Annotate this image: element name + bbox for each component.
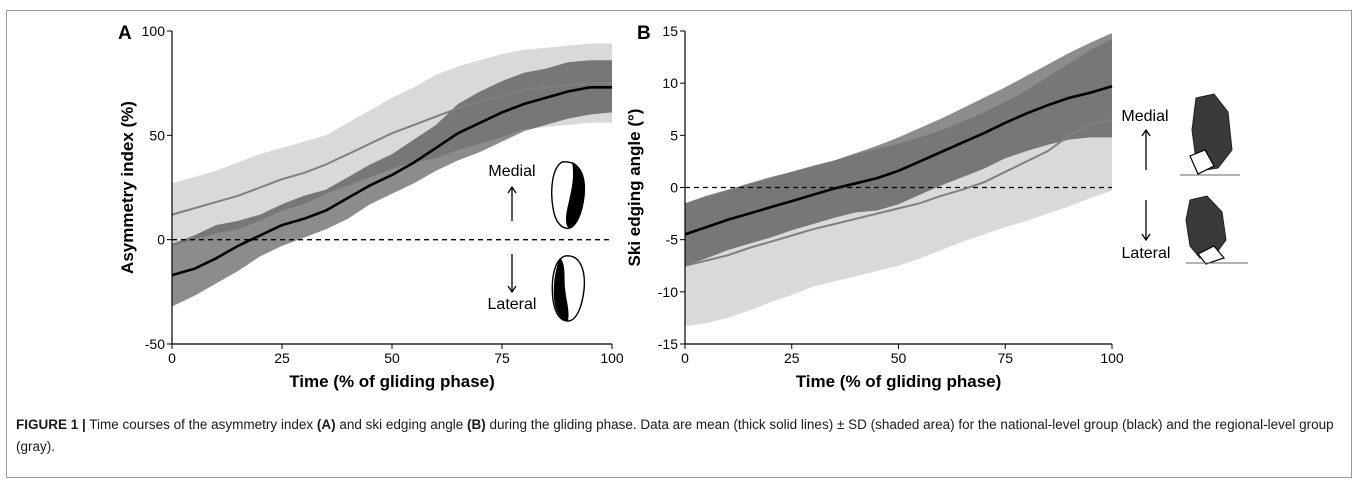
caption-text-3: during the gliding phase. Data are mean … [16,417,1334,454]
y-tick-label: 5 [670,127,678,143]
panel-label: A [118,23,132,44]
annotation-lateral: Lateral [1122,245,1171,262]
panel-b-chart: -15 -10 -5 0 5 10 15 0 25 50 75 100 Time (% of glidi… [625,23,1248,391]
x-tick-label: 100 [600,350,624,366]
arrowhead-down-icon [507,285,517,294]
annotation-lateral: Lateral [488,296,537,313]
annotation-medial: Medial [1121,108,1168,125]
mean-line-national [171,86,612,277]
mean-line-regional [684,118,1113,267]
y-tick-label: 50 [149,127,165,143]
x-tick-label: 75 [997,350,1013,366]
caption-ref-a: (A) [316,417,336,432]
caption-text-1: Time courses of the asymmetry index [85,417,317,432]
insole-lateral-fill-icon [553,258,569,321]
ski-lateral-icon [1197,245,1226,265]
mean-line-national [684,85,1113,236]
arrowhead-up-icon [507,185,517,194]
annotation-medial: Medial [488,163,535,180]
insole-medial-fill-icon [566,162,585,228]
y-tick-label: 0 [157,232,165,248]
y-tick-label: 15 [662,23,678,39]
y-tick-label: 100 [142,23,166,39]
x-axis-label: Time (% of gliding phase) [796,372,1002,391]
boot-lateral-icon [1185,195,1227,259]
panel-label: B [637,23,651,44]
x-tick-label: 25 [274,350,290,366]
arrowhead-up-icon [1141,128,1151,137]
caption-ref-b: (B) [467,417,486,432]
caption-text-2: and ski edging angle [335,417,467,432]
arrowhead-down-icon [1141,233,1151,242]
sd-band-national [172,60,612,307]
x-tick-label: 75 [494,350,510,366]
y-tick-label: -5 [666,232,679,248]
x-tick-label: 0 [168,350,176,366]
y-tick-label: -15 [658,336,678,352]
y-axis-label: Ski edging angle (°) [625,109,644,267]
y-axis-label: Asymmetry index (%) [118,101,137,274]
caption-label: FIGURE 1 | [16,417,86,432]
mean-line-regional [171,82,612,216]
x-tick-label: 25 [784,350,800,366]
y-tick-label: 0 [670,180,678,196]
figure-caption: FIGURE 1 | Time courses of the asymmetry… [16,414,1342,458]
y-tick-label: -10 [658,284,678,300]
x-tick-label: 50 [891,350,907,366]
ski-medial-icon [1189,149,1215,175]
sd-band-national [685,33,1112,266]
y-tick-label: 10 [662,75,678,91]
x-tick-label: 50 [384,350,400,366]
y-tick-label: -50 [145,336,165,352]
x-tick-label: 100 [1100,350,1124,366]
x-axis-label: Time (% of gliding phase) [289,372,495,391]
x-tick-label: 0 [681,350,689,366]
